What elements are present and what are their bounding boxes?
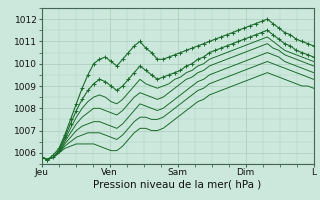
- X-axis label: Pression niveau de la mer( hPa ): Pression niveau de la mer( hPa ): [93, 180, 262, 190]
